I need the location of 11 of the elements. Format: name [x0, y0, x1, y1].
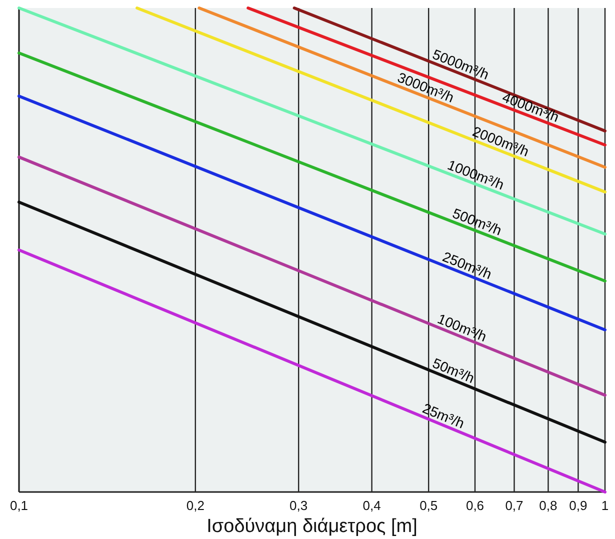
x-tick-label: 1 — [601, 498, 609, 514]
x-tick-label: 0,3 — [290, 498, 308, 514]
x-axis-title: Ισοδύναμη διάμετρος [m] — [206, 516, 418, 537]
x-tick-label: 0,9 — [569, 498, 588, 514]
x-tick-label: 0,7 — [505, 498, 524, 514]
x-tick-label: 0,6 — [466, 498, 484, 514]
x-tick-label: 0,8 — [539, 498, 558, 514]
x-tick-label: 0,5 — [420, 498, 438, 514]
x-tick-label: 0,1 — [10, 498, 28, 514]
x-tick-label: 0,4 — [362, 498, 381, 514]
x-tick-label: 0,2 — [186, 498, 204, 514]
